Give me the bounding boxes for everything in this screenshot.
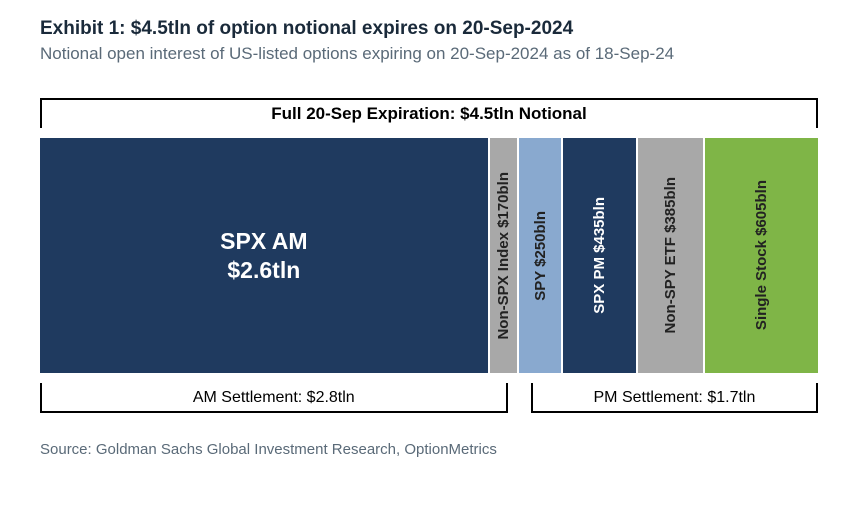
chart: Full 20-Sep Expiration: $4.5tln Notional… — [40, 98, 818, 413]
segment-label-spy: SPY $250bln — [532, 211, 549, 301]
segment-label-non_spx_index: Non-SPX Index $170bln — [495, 172, 512, 340]
segment-spx_pm: SPX PM $435bln — [563, 138, 638, 373]
bottom-bracket-am_settlement: AM Settlement: $2.8tln — [40, 383, 508, 413]
exhibit-subtitle: Notional open interest of US-listed opti… — [40, 44, 818, 64]
segment-label-non_spy_etf: Non-SPY ETF $385bln — [662, 177, 679, 333]
top-bracket: Full 20-Sep Expiration: $4.5tln Notional — [40, 98, 818, 128]
segment-spy: SPY $250bln — [519, 138, 563, 373]
bottom-bracket-label-am_settlement: AM Settlement: $2.8tln — [193, 389, 355, 406]
segment-label-single_stock: Single Stock $605bln — [753, 180, 770, 330]
exhibit-container: Exhibit 1: $4.5tln of option notional ex… — [0, 0, 848, 478]
segment-label-spx_am: SPX AM$2.6tln — [220, 227, 307, 285]
bottom-bracket-label-pm_settlement: PM Settlement: $1.7tln — [594, 389, 756, 406]
top-bracket-label: Full 20-Sep Expiration: $4.5tln Notional — [271, 104, 587, 123]
segment-non_spy_etf: Non-SPY ETF $385bln — [638, 138, 705, 373]
bar-segments: SPX AM$2.6tln Non-SPX Index $170bln SPY $2… — [40, 138, 818, 373]
segment-non_spx_index: Non-SPX Index $170bln — [490, 138, 520, 373]
bottom-brackets: AM Settlement: $2.8tln PM Settlement: $1.… — [40, 383, 818, 413]
source-text: Source: Goldman Sachs Global Investment … — [40, 441, 818, 458]
segment-single_stock: Single Stock $605bln — [705, 138, 818, 373]
bottom-bracket-pm_settlement: PM Settlement: $1.7tln — [531, 383, 818, 413]
segment-label-spx_pm: SPX PM $435bln — [591, 197, 608, 314]
exhibit-title: Exhibit 1: $4.5tln of option notional ex… — [40, 18, 818, 40]
segment-spx_am: SPX AM$2.6tln — [40, 138, 490, 373]
